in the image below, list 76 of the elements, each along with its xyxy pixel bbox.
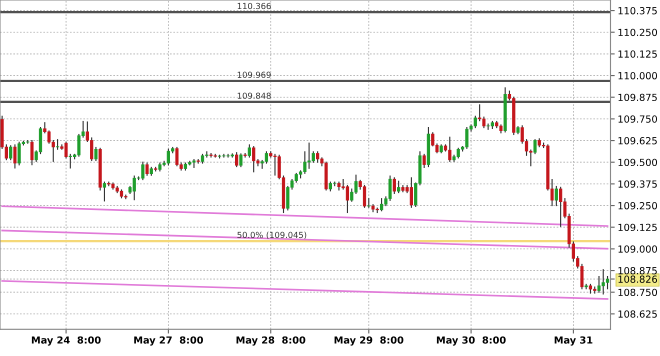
candlestick bbox=[376, 208, 379, 214]
candlestick bbox=[239, 153, 242, 168]
x-tick-label: May 31 bbox=[554, 336, 592, 346]
candlestick bbox=[145, 162, 149, 176]
candlestick bbox=[94, 146, 98, 162]
x-tick-label: May 27 8:00 bbox=[134, 336, 203, 346]
candlestick bbox=[252, 146, 256, 172]
candlestick bbox=[410, 177, 414, 208]
candlestick bbox=[602, 269, 605, 294]
candlestick bbox=[64, 142, 68, 158]
y-tick-label: 109.375 bbox=[618, 180, 657, 188]
y-tick-label: 110.000 bbox=[618, 72, 658, 80]
y-tick-label: 108.875 bbox=[618, 267, 657, 274]
x-tick-label: May 28 8:00 bbox=[236, 336, 306, 346]
ref-line-label: 110.366 bbox=[238, 2, 271, 10]
ref-line-label: 109.969 bbox=[238, 72, 271, 78]
candlestick bbox=[367, 198, 370, 208]
candlestick bbox=[380, 198, 384, 212]
candlestick bbox=[474, 116, 477, 128]
candlestick bbox=[26, 140, 30, 144]
candlestick bbox=[533, 139, 537, 154]
candlestick bbox=[559, 186, 562, 227]
ref-line-label: 50.0% (109.045) bbox=[237, 232, 306, 240]
y-tick-label: 109.000 bbox=[618, 245, 658, 253]
y-tick-label: 108.826 bbox=[618, 276, 658, 283]
y-tick-label: 109.750 bbox=[618, 115, 658, 123]
candlestick bbox=[141, 162, 144, 180]
candlestick bbox=[303, 151, 306, 174]
candlestick bbox=[346, 185, 350, 214]
candlestick bbox=[456, 148, 460, 158]
y-tick-label: 110.250 bbox=[618, 28, 658, 36]
candlestick bbox=[593, 286, 596, 294]
y-tick-label: 110.125 bbox=[618, 50, 657, 58]
ref-line-label: 109.848 bbox=[238, 92, 271, 99]
y-tick-label: 109.500 bbox=[618, 158, 658, 166]
candlestick bbox=[482, 116, 486, 128]
candlestick bbox=[102, 182, 106, 202]
candlestick bbox=[316, 151, 320, 163]
candlestick bbox=[554, 186, 558, 206]
candlestick bbox=[264, 151, 268, 164]
candlestick bbox=[47, 130, 51, 144]
candlestick bbox=[18, 142, 21, 166]
candlestick bbox=[606, 276, 610, 290]
candlestick bbox=[597, 276, 601, 293]
candlestick bbox=[307, 142, 311, 169]
x-tick-label: May 29 8:00 bbox=[334, 336, 404, 346]
candlestick bbox=[235, 152, 238, 168]
y-tick-label: 110.375 bbox=[618, 7, 657, 14]
candlestick bbox=[392, 177, 396, 194]
candlestick bbox=[312, 151, 315, 163]
candlestick bbox=[132, 176, 136, 200]
y-tick-label: 108.625 bbox=[618, 310, 657, 318]
candlestick bbox=[175, 146, 179, 166]
candlestick bbox=[486, 124, 490, 130]
candlestick bbox=[362, 185, 366, 208]
candlestick bbox=[397, 180, 400, 194]
y-tick-label: 109.625 bbox=[618, 137, 657, 144]
candlestick bbox=[9, 145, 12, 160]
candlestick bbox=[30, 140, 34, 166]
candlestick bbox=[448, 136, 452, 162]
candlestick bbox=[465, 127, 468, 149]
candlestick bbox=[584, 284, 588, 290]
candlestick bbox=[218, 154, 222, 158]
y-tick-label: 108.750 bbox=[618, 288, 658, 296]
y-tick-label: 109.125 bbox=[618, 224, 657, 232]
x-tick-label: May 24 8:00 bbox=[32, 336, 101, 346]
candlestick bbox=[248, 144, 252, 158]
candlestick bbox=[422, 154, 426, 168]
candlestick bbox=[56, 139, 60, 150]
y-tick-label: 109.875 bbox=[618, 94, 657, 102]
candlestick bbox=[205, 151, 208, 158]
candlestick bbox=[13, 144, 17, 168]
candlestick bbox=[388, 176, 392, 201]
y-tick-label: 109.250 bbox=[618, 202, 658, 210]
candlestick bbox=[273, 154, 277, 176]
x-tick-label: May 30 8:00 bbox=[436, 336, 506, 346]
